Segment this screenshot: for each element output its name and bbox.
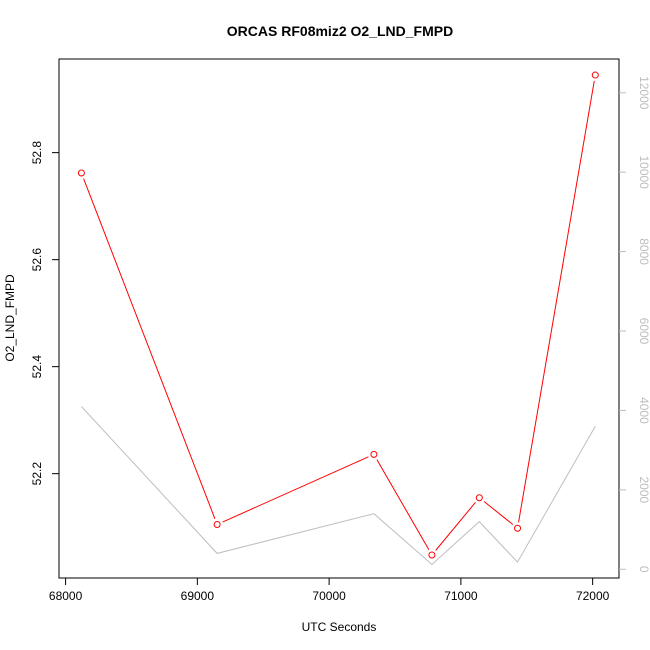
y2-tick-label: 6000 [637, 318, 650, 345]
x-axis-label: UTC Seconds [302, 620, 377, 634]
x-tick-label: 71000 [444, 589, 478, 603]
series-0-point [370, 450, 378, 458]
y2-tick-label: 4000 [637, 397, 650, 424]
series-0-point [428, 551, 436, 559]
y-tick-label: 52.4 [30, 355, 44, 379]
plot-area-frame [58, 58, 620, 579]
y-tick-label: 52.8 [30, 141, 44, 165]
y2-tick-label: 8000 [637, 238, 650, 265]
series-1-line [81, 406, 596, 566]
x-tick-label: 72000 [576, 589, 610, 603]
series-layer [77, 71, 599, 566]
series-0-point [475, 494, 483, 502]
y2-tick-label: 12000 [637, 76, 650, 110]
y2-tick-label: 2000 [637, 476, 650, 503]
y-axis-label: O2_LND_FMPD [3, 274, 17, 362]
x-axis: 68000 69000 70000 71000 72000 [49, 577, 610, 603]
series-0-point [213, 520, 221, 528]
x-tick-label: 69000 [181, 589, 215, 603]
series-0-segment [435, 502, 476, 551]
y-axis-left: 52.2 52.4 52.6 52.8 [30, 141, 60, 486]
series-0-point [514, 524, 522, 532]
x-tick-label: 70000 [312, 589, 346, 603]
series-0-point [77, 169, 85, 177]
series-0-segment [376, 459, 430, 551]
chart-title: ORCAS RF08miz2 O2_LND_FMPD [227, 23, 453, 39]
series-0-segment [518, 80, 595, 523]
series-0-point [591, 71, 599, 79]
series-0-segment [222, 456, 369, 523]
y-tick-label: 52.2 [30, 462, 44, 486]
x-tick-label: 68000 [49, 589, 83, 603]
y2-tick-label: 10000 [637, 155, 650, 189]
series-0-segment [83, 178, 216, 520]
y2-tick-label: 0 [637, 566, 650, 573]
series-0-segment [483, 501, 514, 525]
y-axis-right: 0 2000 4000 6000 8000 10000 12000 [619, 76, 650, 573]
y-tick-label: 52.6 [30, 248, 44, 272]
